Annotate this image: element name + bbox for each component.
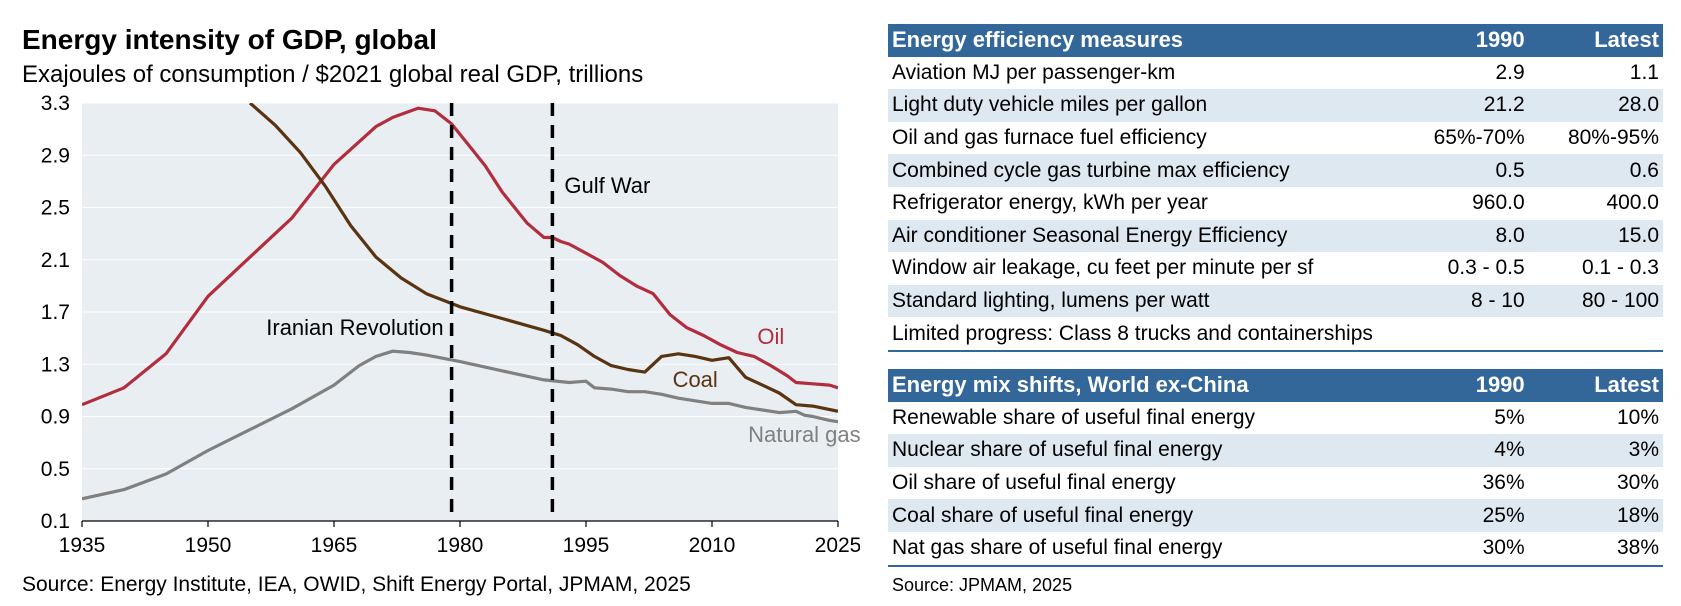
efficiency-header-1990: 1990 <box>1373 24 1529 57</box>
y-tick-label: 1.7 <box>41 301 70 324</box>
row-1990: 30% <box>1373 531 1529 566</box>
row-label: Nat gas share of useful final energy <box>888 531 1374 566</box>
row-label: Combined cycle gas turbine max efficienc… <box>888 154 1374 187</box>
y-tick-label: 0.5 <box>41 458 70 481</box>
row-1990: 0.5 <box>1373 154 1529 187</box>
row-1990: 0.3 - 0.5 <box>1373 252 1529 285</box>
energy-mix-table: Energy mix shifts, World ex-China 1990 L… <box>888 369 1663 567</box>
row-label: Light duty vehicle miles per gallon <box>888 89 1374 122</box>
y-tick-label: 0.1 <box>41 510 70 533</box>
efficiency-header-label: Energy efficiency measures <box>888 24 1374 57</box>
table-row: Oil share of useful final energy 36% 30% <box>888 466 1663 500</box>
efficiency-measures-table: Energy efficiency measures 1990 Latest A… <box>888 24 1663 352</box>
row-1990: 4% <box>1373 434 1529 467</box>
coal-series-label: Coal <box>673 367 718 392</box>
row-latest: 80 - 100 <box>1528 284 1663 318</box>
row-label: Renewable share of useful final energy <box>888 401 1374 435</box>
efficiency-header-latest: Latest <box>1528 24 1663 57</box>
row-latest: 15.0 <box>1528 219 1663 253</box>
x-tick-label: 1995 <box>563 534 610 557</box>
row-label: Coal share of useful final energy <box>888 499 1374 532</box>
row-latest: 38% <box>1528 531 1663 566</box>
coal-line <box>248 103 838 413</box>
table-row: Nat gas share of useful final energy 30% 3… <box>888 531 1663 566</box>
oil-line <box>82 106 838 407</box>
chart-source: Source: Energy Institute, IEA, OWID, Shi… <box>22 573 691 596</box>
efficiency-note: Limited progress: Class 8 trucks and con… <box>888 317 1663 351</box>
row-1990: 2.9 <box>1373 56 1529 90</box>
table-row: Coal share of useful final energy 25% 18% <box>888 499 1663 532</box>
row-label: Standard lighting, lumens per watt <box>888 284 1374 318</box>
table-row: Window air leakage, cu feet per minute p… <box>888 252 1663 285</box>
row-label: Aviation MJ per passenger-km <box>888 56 1374 90</box>
table-row: Aviation MJ per passenger-km 2.9 1.1 <box>888 56 1663 90</box>
row-latest: 10% <box>1528 401 1663 435</box>
table-row: Light duty vehicle miles per gallon 21.2 2… <box>888 89 1663 122</box>
row-label: Oil share of useful final energy <box>888 466 1374 500</box>
table-row: Nuclear share of useful final energy 4% 3% <box>888 434 1663 467</box>
iranian-revolution-label: Iranian Revolution <box>266 315 443 340</box>
x-tick-label: 1980 <box>437 534 484 557</box>
y-tick-label: 1.3 <box>41 353 70 376</box>
x-tick-label: 1965 <box>311 534 358 557</box>
row-latest: 0.6 <box>1528 154 1663 187</box>
table-row: Refrigerator energy, kWh per year 960.0 40… <box>888 186 1663 220</box>
row-1990: 25% <box>1373 499 1529 532</box>
row-1990: 8 - 10 <box>1373 284 1529 318</box>
chart-title: Energy intensity of GDP, global <box>22 24 437 55</box>
y-tick-label: 2.5 <box>41 197 70 220</box>
y-tick-label: 3.3 <box>41 92 70 115</box>
x-tick-label: 1950 <box>185 534 232 557</box>
table-row: Standard lighting, lumens per watt 8 - 10… <box>888 284 1663 318</box>
row-label: Oil and gas furnace fuel efficiency <box>888 121 1374 155</box>
x-tick-label: 1935 <box>59 534 106 557</box>
table-row: Combined cycle gas turbine max efficienc… <box>888 154 1663 187</box>
mix-header-1990: 1990 <box>1373 369 1529 402</box>
row-latest: 1.1 <box>1528 56 1663 90</box>
row-latest: 18% <box>1528 499 1663 532</box>
row-1990: 21.2 <box>1373 89 1529 122</box>
row-latest: 80%-95% <box>1528 121 1663 155</box>
table-row: Renewable share of useful final energy 5%… <box>888 401 1663 435</box>
table-row: Air conditioner Seasonal Energy Efficien… <box>888 219 1663 253</box>
natural-gas-line <box>82 349 838 501</box>
row-1990: 5% <box>1373 401 1529 435</box>
row-latest: 28.0 <box>1528 89 1663 122</box>
row-label: Refrigerator energy, kWh per year <box>888 186 1374 220</box>
row-1990: 65%-70% <box>1373 121 1529 155</box>
row-1990: 960.0 <box>1373 186 1529 220</box>
chart-subtitle: Exajoules of consumption / $2021 global … <box>22 61 644 88</box>
row-latest: 30% <box>1528 466 1663 500</box>
row-1990: 8.0 <box>1373 219 1529 253</box>
y-tick-label: 2.9 <box>41 144 70 167</box>
row-latest: 400.0 <box>1528 186 1663 220</box>
row-label: Nuclear share of useful final energy <box>888 434 1374 467</box>
natural-gas-series-label: Natural gas <box>748 422 860 447</box>
row-1990: 36% <box>1373 466 1529 500</box>
row-label: Window air leakage, cu feet per minute p… <box>888 252 1374 285</box>
table-note-row: Limited progress: Class 8 trucks and con… <box>888 317 1663 351</box>
gulf-war-label: Gulf War <box>564 173 650 198</box>
oil-series-label: Oil <box>757 324 784 349</box>
table-source: Source: JPMAM, 2025 <box>892 575 1073 595</box>
y-tick-label: 2.1 <box>41 249 70 272</box>
mix-header-label: Energy mix shifts, World ex-China <box>888 369 1374 402</box>
y-tick-label: 0.9 <box>41 406 70 429</box>
x-tick-label: 2025 <box>815 534 860 557</box>
energy-intensity-chart: 0.1 0.5 0.9 1.3 1.7 2.1 2.5 2.9 3.3 1935 1950 1965 1… <box>41 92 860 557</box>
row-label: Air conditioner Seasonal Energy Efficien… <box>888 219 1374 253</box>
table-row: Oil and gas furnace fuel efficiency 65%-7… <box>888 121 1663 155</box>
x-tick-label: 2010 <box>689 534 736 557</box>
row-latest: 3% <box>1528 434 1663 467</box>
row-latest: 0.1 - 0.3 <box>1528 252 1663 285</box>
mix-header-latest: Latest <box>1528 369 1663 402</box>
